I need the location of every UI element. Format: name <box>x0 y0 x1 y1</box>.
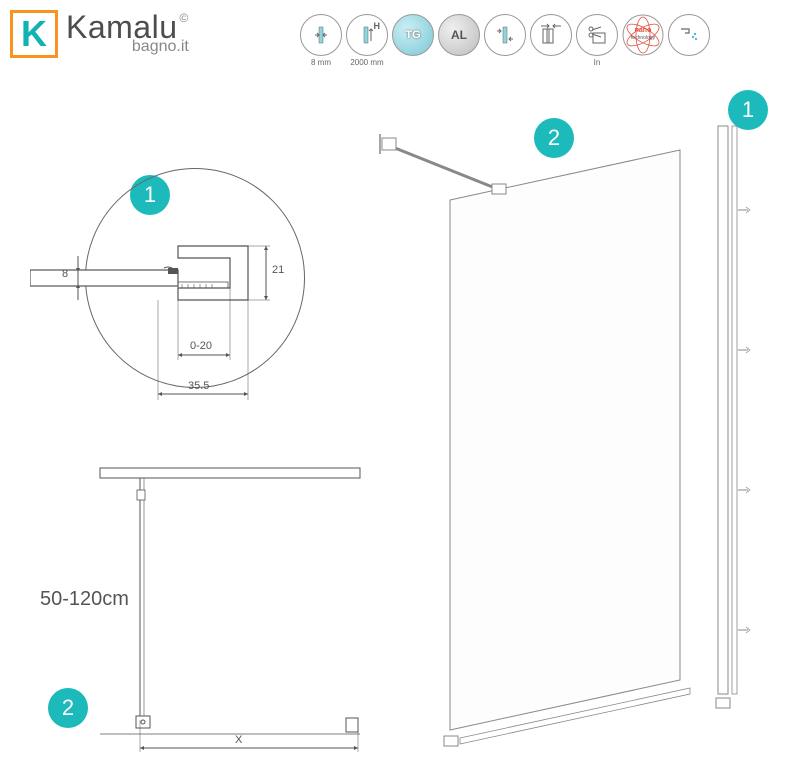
water-icon <box>668 14 710 56</box>
dim-8: 8 <box>62 268 68 280</box>
thickness-label: 8 mm <box>311 58 331 67</box>
glass-text: TG <box>405 29 420 41</box>
dim-x: X <box>235 734 242 746</box>
copyright-mark: © <box>180 11 189 25</box>
logo: K Kamalu© bagno.it <box>10 10 189 58</box>
glass-icon: TG <box>392 14 434 56</box>
height-glyph: H <box>374 21 381 31</box>
nano-icon: nano technology <box>622 14 664 56</box>
spec-icon-row: 8 mm H 2000 mm TG AL In nano technology <box>300 14 710 56</box>
height-label: 2000 mm <box>350 58 383 67</box>
dim-0-20: 0-20 <box>190 340 212 352</box>
height-icon: H 2000 mm <box>346 14 388 56</box>
in-label: In <box>594 58 601 67</box>
adjust-icon <box>530 14 572 56</box>
material-text: AL <box>451 28 467 42</box>
thickness-icon: 8 mm <box>300 14 342 56</box>
logo-mark: K <box>10 10 58 58</box>
dim-355: 35.5 <box>188 380 209 392</box>
logo-text: Kamalu© bagno.it <box>66 13 189 54</box>
panel-3d-drawing <box>350 90 780 760</box>
material-icon: AL <box>438 14 480 56</box>
dim-21: 21 <box>272 264 284 276</box>
dim-range: 50-120cm <box>40 588 129 611</box>
cut-icon: In <box>576 14 618 56</box>
nano-text-2: technology <box>631 35 655 41</box>
reversible-icon <box>484 14 526 56</box>
nano-text-1: nano <box>635 27 652 34</box>
profile-detail-drawing <box>30 160 350 440</box>
